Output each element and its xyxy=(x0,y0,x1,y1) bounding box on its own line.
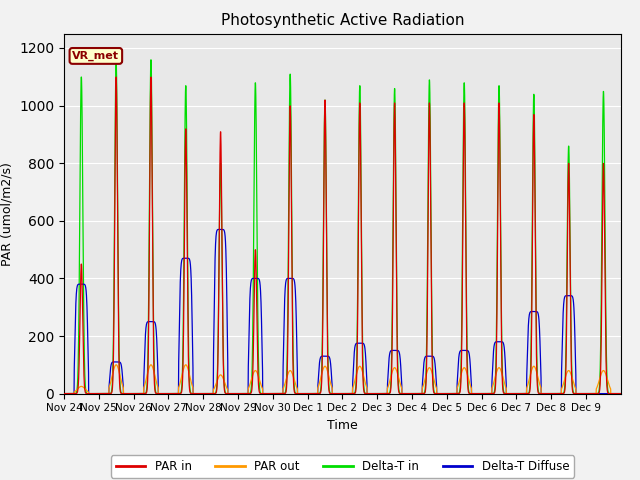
Text: VR_met: VR_met xyxy=(72,51,119,61)
Y-axis label: PAR (umol/m2/s): PAR (umol/m2/s) xyxy=(1,162,13,265)
Legend: PAR in, PAR out, Delta-T in, Delta-T Diffuse: PAR in, PAR out, Delta-T in, Delta-T Dif… xyxy=(111,455,574,478)
X-axis label: Time: Time xyxy=(327,419,358,432)
Title: Photosynthetic Active Radiation: Photosynthetic Active Radiation xyxy=(221,13,464,28)
